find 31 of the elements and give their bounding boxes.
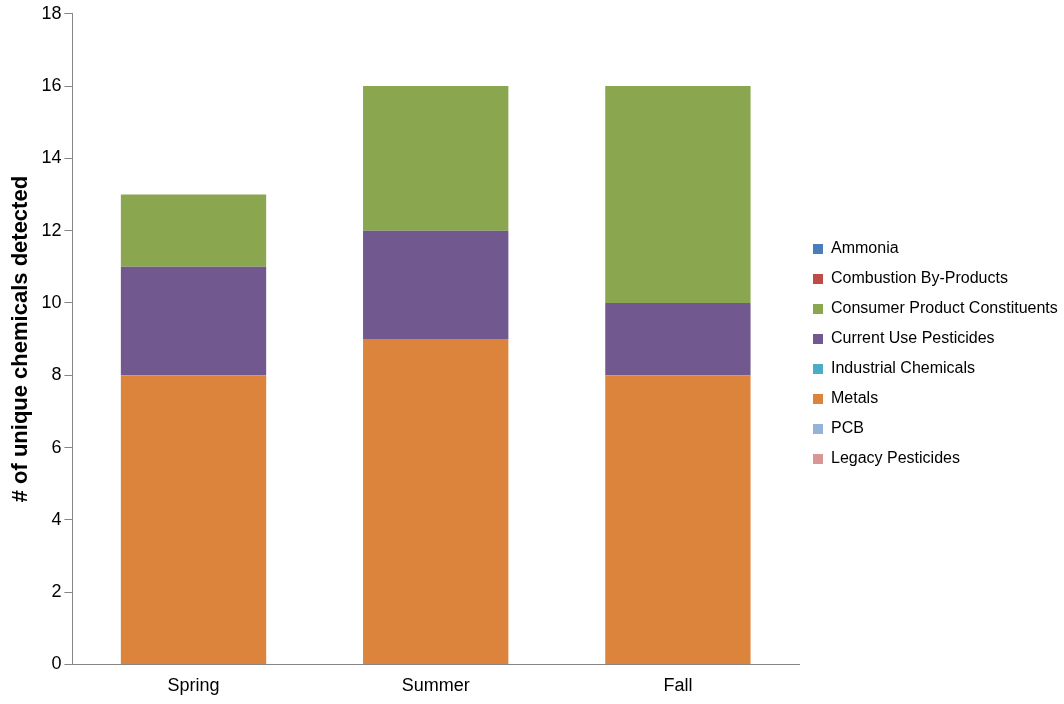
bar xyxy=(120,266,267,376)
bar xyxy=(605,302,751,376)
legend-label: Ammonia xyxy=(831,239,899,257)
y-tick-label: 18 xyxy=(41,2,62,23)
legend-label: Consumer Product Constituents xyxy=(831,299,1058,317)
y-axis-title: # of unique chemicals detected xyxy=(7,175,33,503)
legend-label: Legacy Pesticides xyxy=(831,449,960,467)
y-tick-label: 0 xyxy=(51,653,62,674)
y-tick-label: 4 xyxy=(51,508,62,529)
bar xyxy=(120,194,267,267)
bar xyxy=(363,86,509,231)
y-tick-label: 6 xyxy=(51,436,62,457)
y-tick-label: 2 xyxy=(51,581,62,602)
legend-label: Combustion By-Products xyxy=(831,269,1008,287)
bar xyxy=(605,375,751,664)
bar xyxy=(363,339,509,664)
y-tick-label: 8 xyxy=(51,364,62,385)
y-tick-label: 16 xyxy=(41,75,62,96)
legend-label: Industrial Chemicals xyxy=(831,359,976,377)
legend-label: PCB xyxy=(831,419,864,437)
x-tick-label: Spring xyxy=(167,675,220,696)
bar xyxy=(605,86,751,303)
x-tick-label: Fall xyxy=(663,675,693,696)
y-tick-label: 14 xyxy=(41,147,62,168)
bar xyxy=(363,230,509,340)
x-tick-label: Summer xyxy=(401,675,470,696)
y-tick-label: 10 xyxy=(41,291,62,312)
bar xyxy=(120,375,267,664)
y-tick-label: 12 xyxy=(41,219,62,240)
legend-label: Metals xyxy=(831,389,879,407)
legend-label: Current Use Pesticides xyxy=(831,329,995,347)
